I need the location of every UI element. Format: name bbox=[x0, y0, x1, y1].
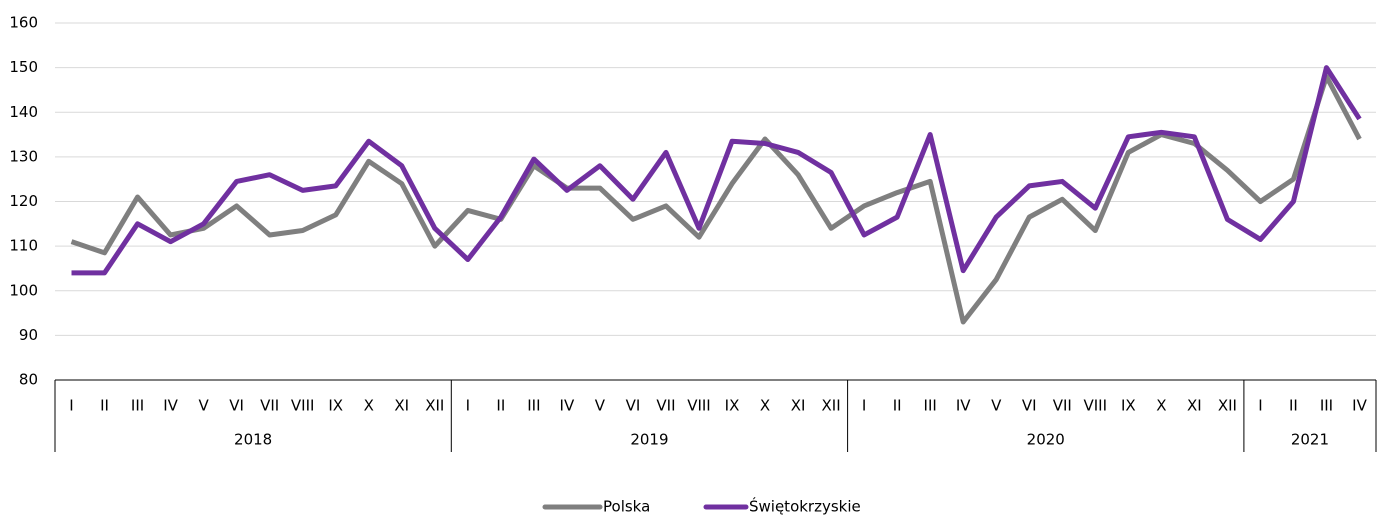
x-tick-label: XII bbox=[425, 397, 444, 415]
x-tick-label: IV bbox=[163, 397, 178, 415]
x-tick-label: VI bbox=[1022, 397, 1037, 415]
x-tick-label: I bbox=[862, 397, 866, 415]
series-line bbox=[71, 65, 1362, 276]
x-tick-label: XI bbox=[791, 397, 806, 415]
x-tick-label: IX bbox=[725, 397, 740, 415]
x-tick-label: III bbox=[924, 397, 937, 415]
x-tick-label: IV bbox=[560, 397, 575, 415]
x-tick-label: II bbox=[496, 397, 505, 415]
x-tick-label: V bbox=[991, 397, 1002, 415]
y-tick-label: 130 bbox=[9, 147, 38, 165]
x-tick-label: II bbox=[893, 397, 902, 415]
y-tick-label: 160 bbox=[9, 14, 38, 32]
x-tick-label: I bbox=[69, 397, 73, 415]
x-tick-label: I bbox=[1258, 397, 1262, 415]
y-tick-label: 80 bbox=[19, 371, 38, 389]
x-tick-label: XII bbox=[1218, 397, 1237, 415]
x-tick-label: VIII bbox=[1084, 397, 1108, 415]
y-tick-label: 150 bbox=[9, 58, 38, 76]
legend-label: Polska bbox=[603, 498, 650, 516]
x-tick-label: III bbox=[527, 397, 540, 415]
x-tick-label: VI bbox=[229, 397, 244, 415]
x-tick-label: III bbox=[1320, 397, 1333, 415]
year-label: 2019 bbox=[630, 431, 668, 449]
x-tick-label: VII bbox=[260, 397, 279, 415]
x-tick-label: X bbox=[364, 397, 374, 415]
x-tick-label: VI bbox=[626, 397, 641, 415]
y-tick-label: 120 bbox=[9, 192, 38, 210]
x-tick-label: XI bbox=[1187, 397, 1202, 415]
x-tick-label: V bbox=[595, 397, 606, 415]
x-tick-label: IV bbox=[1352, 397, 1367, 415]
x-tick-label: IX bbox=[328, 397, 343, 415]
x-tick-label: VIII bbox=[291, 397, 315, 415]
x-tick-label: VII bbox=[656, 397, 675, 415]
x-tick-label: I bbox=[466, 397, 470, 415]
y-tick-label: 110 bbox=[9, 237, 38, 255]
legend-label: Świętokrzyskie bbox=[749, 497, 861, 516]
y-tick-label: 140 bbox=[9, 103, 38, 121]
x-tick-label: IX bbox=[1121, 397, 1136, 415]
year-label: 2020 bbox=[1027, 431, 1065, 449]
x-tick-label: II bbox=[100, 397, 109, 415]
x-tick-label: XII bbox=[822, 397, 841, 415]
x-tick-label: II bbox=[1289, 397, 1298, 415]
x-tick-label: VII bbox=[1053, 397, 1072, 415]
x-tick-label: XI bbox=[394, 397, 409, 415]
x-tick-label: IV bbox=[956, 397, 971, 415]
x-tick-label: X bbox=[1156, 397, 1166, 415]
x-tick-label: X bbox=[760, 397, 770, 415]
series-line bbox=[70, 74, 1362, 325]
y-tick-label: 90 bbox=[19, 326, 38, 344]
year-label: 2018 bbox=[234, 431, 272, 449]
year-label: 2021 bbox=[1291, 431, 1329, 449]
x-tick-label: III bbox=[131, 397, 144, 415]
x-tick-label: V bbox=[198, 397, 209, 415]
x-tick-label: VIII bbox=[687, 397, 711, 415]
y-tick-label: 100 bbox=[9, 281, 38, 299]
